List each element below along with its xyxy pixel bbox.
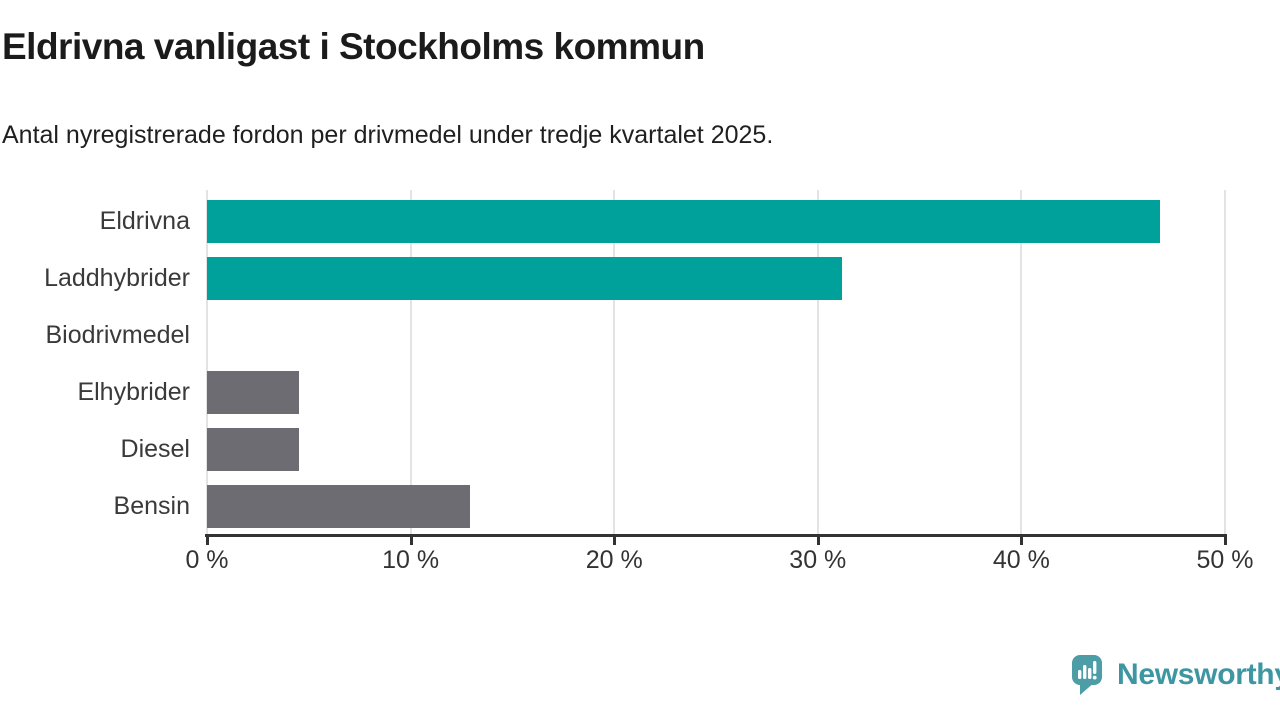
- x-axis-tick: [613, 537, 617, 545]
- gridline: [206, 190, 208, 534]
- bar-bensin: [207, 484, 470, 528]
- brand-name: Newsworthy: [1117, 658, 1280, 691]
- x-axis-tick-label: 40 %: [992, 546, 1050, 574]
- category-label: Biodrivmedel: [45, 321, 190, 349]
- x-axis-tick: [816, 537, 820, 545]
- x-axis-tick: [409, 537, 413, 545]
- newsworthy-logo-icon: [1072, 655, 1102, 695]
- x-axis-line: [205, 534, 1227, 537]
- gridline: [816, 190, 819, 534]
- bar-eldrivna: [207, 199, 1160, 243]
- category-label: Bensin: [113, 492, 190, 520]
- chart-title: Eldrivna vanligast i Stockholms kommun: [2, 26, 705, 67]
- gridline: [1224, 190, 1226, 534]
- x-axis-tick-label: 50 %: [1196, 546, 1254, 574]
- category-label: Elhybrider: [77, 378, 190, 406]
- x-axis-tick-label: 10 %: [382, 546, 440, 574]
- gridline: [1020, 190, 1023, 534]
- chart-subtitle: Antal nyregistrerade fordon per drivmede…: [2, 121, 774, 149]
- x-axis-tick-label: 20 %: [585, 546, 643, 574]
- bar-laddhybrider: [207, 256, 843, 300]
- category-label: Eldrivna: [99, 207, 190, 235]
- category-label: Diesel: [120, 435, 190, 463]
- x-axis-tick: [206, 537, 209, 545]
- bar-elhybrider: [207, 370, 299, 414]
- category-label: Laddhybrider: [44, 264, 190, 292]
- gridline: [409, 190, 412, 534]
- brand-footer: Newsworthy: [1072, 655, 1280, 695]
- plot-area: Eldrivna Laddhybrider Biodrivmedel Elhybrid…: [44, 190, 1253, 574]
- gridline: [613, 190, 616, 534]
- bar-diesel: [207, 427, 299, 471]
- x-axis-tick: [1224, 537, 1227, 545]
- x-axis-tick-label: 0 %: [185, 546, 229, 574]
- x-axis-tick: [1020, 537, 1024, 545]
- x-axis-tick-label: 30 %: [789, 546, 847, 574]
